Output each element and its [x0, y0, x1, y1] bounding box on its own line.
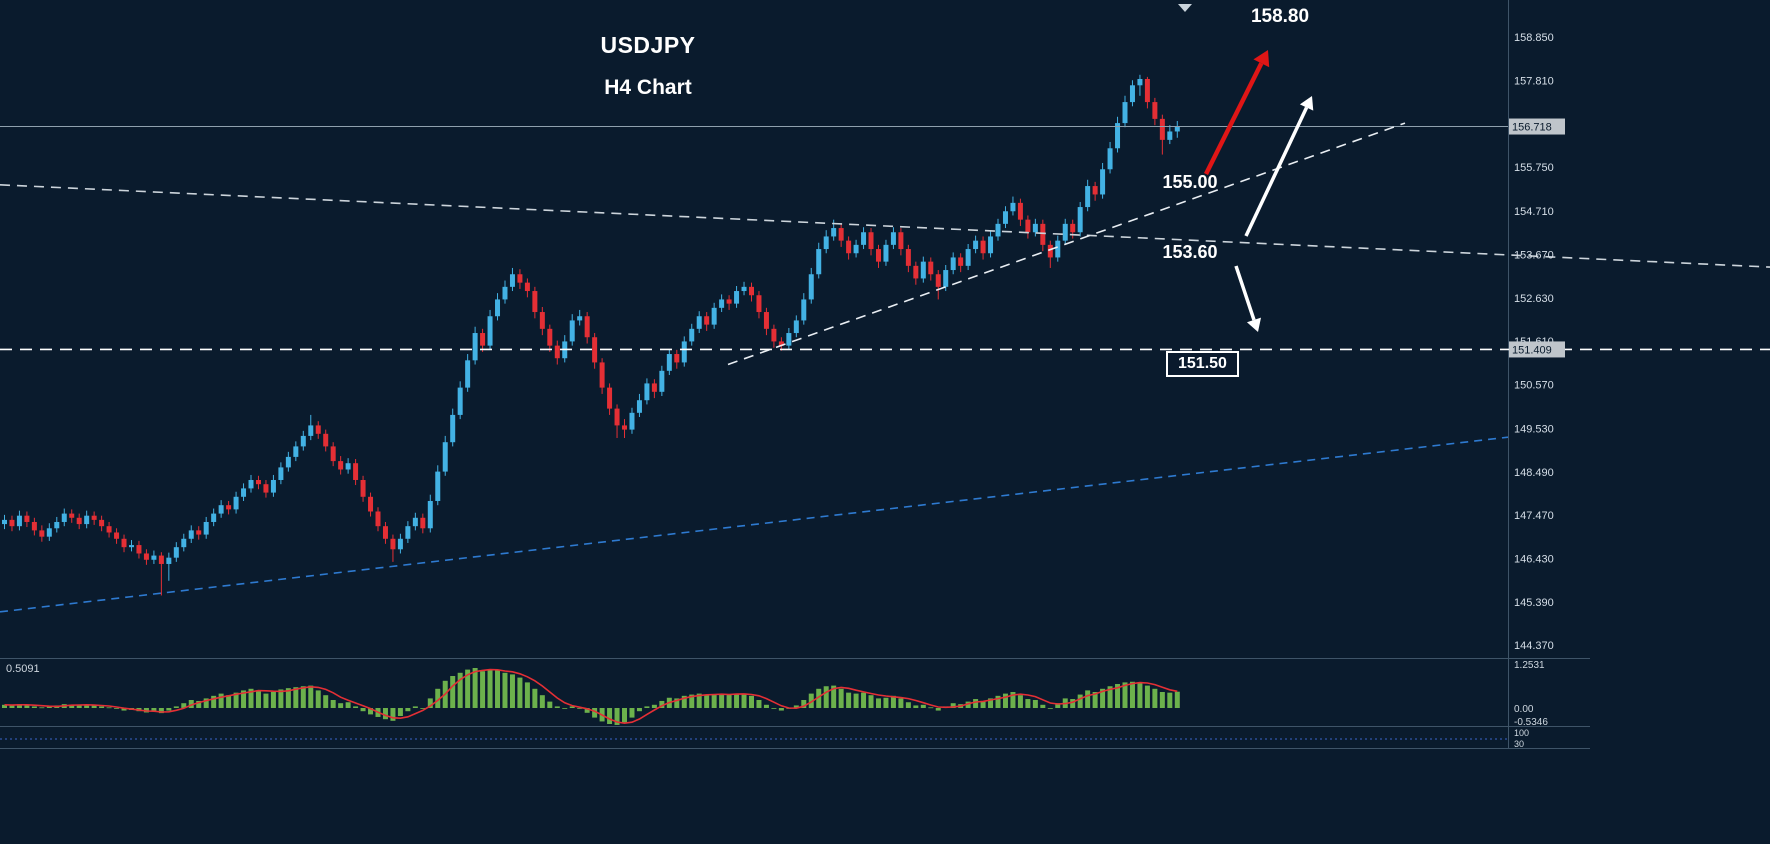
oscillator-signal-line	[4, 668, 1178, 725]
svg-text:147.470: 147.470	[1514, 510, 1554, 522]
annotation-level-153-60: 153.60	[1162, 242, 1218, 262]
svg-text:156.718: 156.718	[1512, 122, 1552, 134]
svg-text:144.370: 144.370	[1514, 640, 1554, 652]
oscillator-current-value: 0.5091	[6, 663, 40, 675]
svg-text:145.390: 145.390	[1514, 597, 1554, 609]
svg-text:30: 30	[1514, 739, 1524, 749]
svg-text:152.630: 152.630	[1514, 293, 1554, 305]
svg-text:157.810: 157.810	[1514, 76, 1554, 88]
svg-text:154.710: 154.710	[1514, 206, 1554, 218]
svg-text:149.530: 149.530	[1514, 423, 1554, 435]
timeframe-title: H4 Chart	[604, 76, 692, 99]
white-rebound-arrow	[1244, 106, 1309, 237]
svg-text:100: 100	[1514, 728, 1529, 738]
blue-ascending-channel-line	[0, 436, 1509, 613]
svg-text:150.570: 150.570	[1514, 380, 1554, 392]
trendlines	[0, 122, 1770, 366]
svg-text:153.670: 153.670	[1514, 250, 1554, 262]
candlestick-series[interactable]	[2, 74, 1180, 596]
svg-text:0.00: 0.00	[1514, 704, 1534, 715]
svg-text:158.850: 158.850	[1514, 32, 1554, 44]
trendlines-under	[0, 436, 1509, 613]
panel-borders	[0, 0, 1590, 749]
white-drop-arrow	[1234, 265, 1256, 321]
annotation-target-price: 158.80	[1250, 6, 1310, 27]
price-axis[interactable]: 158.850 157.810 155.750 154.710 153.670 152.6…	[1509, 32, 1565, 652]
chart-shift-marker-icon	[1178, 4, 1192, 12]
price-marker-tag	[1509, 341, 1565, 358]
annotation-arrows	[1203, 50, 1314, 332]
svg-text:148.490: 148.490	[1514, 467, 1554, 479]
oscillator-panel: 1.2531 0.00 -0.5346	[2, 660, 1548, 728]
svg-text:151.409: 151.409	[1512, 344, 1552, 356]
red-projection-arrow	[1203, 62, 1264, 176]
svg-text:146.430: 146.430	[1514, 554, 1554, 566]
svg-text:1.2531: 1.2531	[1514, 660, 1545, 671]
ascending-trendline	[727, 122, 1406, 366]
svg-text:-0.5346: -0.5346	[1514, 717, 1548, 728]
svg-text:155.750: 155.750	[1514, 162, 1554, 174]
current-price-tag	[1509, 118, 1565, 135]
symbol-title: USDJPY	[600, 32, 696, 58]
annotation-support-box-151-50: 151.50	[1166, 351, 1239, 377]
annotation-level-155: 155.00	[1162, 172, 1218, 192]
descending-resistance-trendline	[0, 184, 1770, 268]
